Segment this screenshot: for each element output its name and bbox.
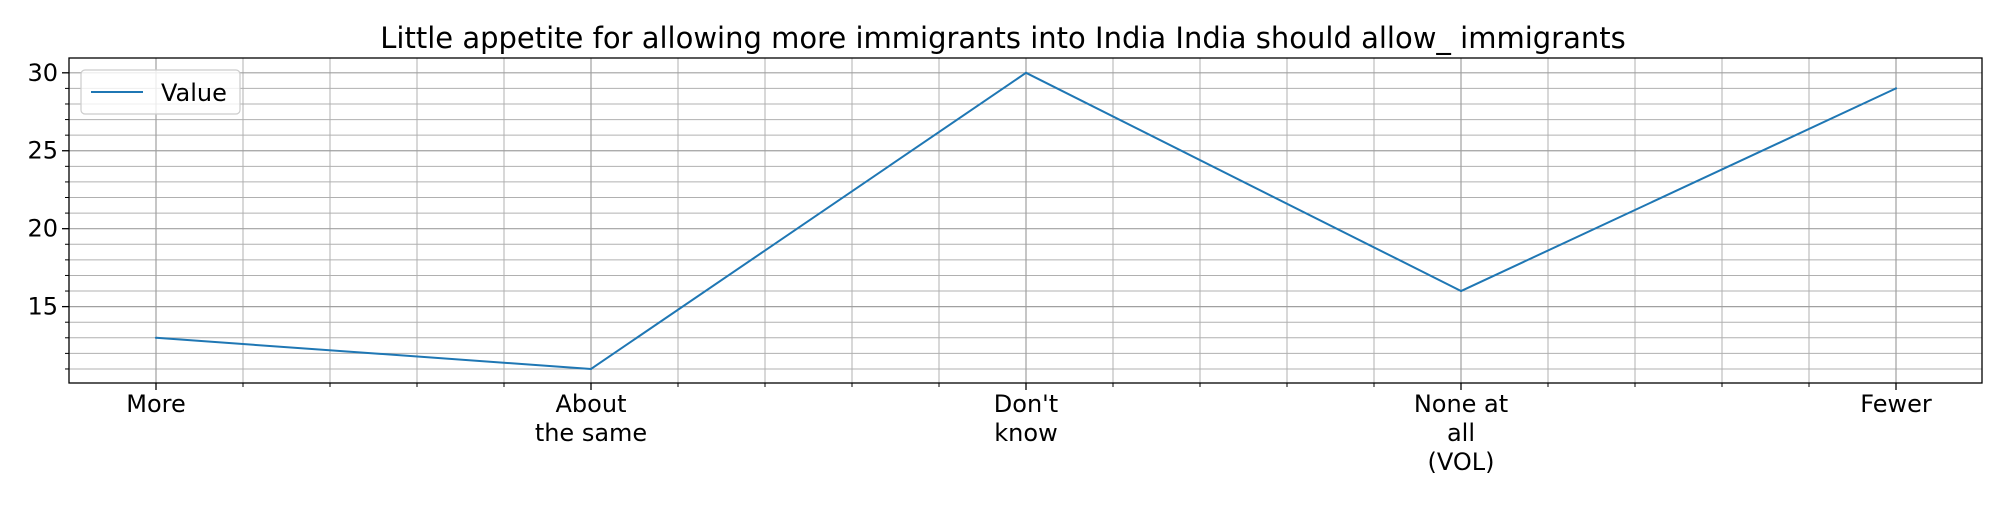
x-tick-label: Don't know	[994, 390, 1058, 447]
x-tick-label-line: Fewer	[1860, 390, 1932, 418]
data-point	[1024, 71, 1028, 74]
data-point	[1459, 289, 1463, 293]
x-tick-label: Fewer	[1860, 390, 1932, 418]
x-tick-label-line: know	[994, 419, 1057, 447]
chart-title: Little appetite for allowing more immigr…	[380, 21, 1625, 55]
x-tick-label: None at all (VOL)	[1414, 390, 1508, 476]
x-tick-label-line: the same	[535, 419, 647, 447]
series-layer	[154, 71, 1898, 371]
data-point	[154, 336, 158, 339]
legend: Value	[80, 69, 241, 115]
grid	[69, 58, 1982, 383]
data-point	[1894, 87, 1898, 90]
x-tick-label-line: Don't	[994, 390, 1058, 418]
y-tick-label: 25	[27, 137, 58, 165]
data-point	[589, 367, 593, 371]
y-tick-label: 30	[27, 59, 58, 87]
x-tick-label-line: (VOL)	[1428, 448, 1495, 476]
y-tick-label: 20	[27, 215, 58, 243]
y-tick-label: 15	[27, 293, 58, 321]
y-axis-tick-labels: 15 20 25 30	[27, 59, 58, 321]
x-tick-label-line: all	[1447, 419, 1475, 447]
legend-label: Value	[161, 79, 227, 107]
x-axis-tick-labels: More About the same Don't know None at all (VOL…	[126, 390, 1932, 476]
x-tick-label-line: More	[126, 390, 186, 418]
x-tick-label: More	[126, 390, 186, 418]
x-tick-label-line: About	[556, 390, 627, 418]
legend-box	[80, 69, 241, 115]
axis-ticks	[62, 72, 1897, 390]
x-tick-label-line: None at	[1414, 390, 1508, 418]
x-tick-label: About the same	[535, 390, 647, 447]
